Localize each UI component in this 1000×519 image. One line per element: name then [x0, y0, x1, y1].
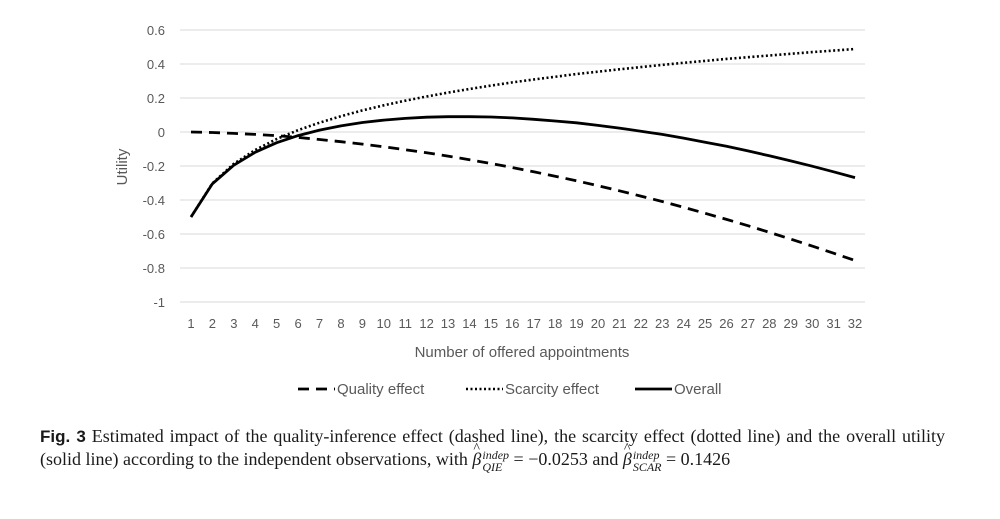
y-tick-label: 0.6: [147, 23, 165, 38]
chart-container: 0.6 0.4 0.2 0 -0.2 -0.4 -0.6 -0.8 -1 1 2 3 4 5 6 7 8 9 10…: [114, 23, 865, 398]
x-axis-label: Number of offered appointments: [415, 344, 630, 361]
series-lines: [189, 47, 856, 262]
y-tick-label: 0: [158, 125, 165, 140]
x-tick-label: 19: [569, 316, 583, 331]
y-tick-label: -0.4: [143, 193, 165, 208]
beta-scar-symbol: β: [623, 438, 632, 470]
beta-scar-subscript: SCAR: [632, 459, 662, 474]
beta-qie-superscript: indep: [482, 447, 510, 462]
x-tick-label: 23: [655, 316, 669, 331]
beta-scar-value: = 0.1426: [661, 449, 731, 469]
y-tick-label: -1: [153, 295, 165, 310]
series-line-scarcity-effect: [189, 47, 856, 218]
x-tick-label: 27: [741, 316, 755, 331]
beta-qie-symbol: β: [472, 438, 481, 470]
line-chart: 0.60.40.20-0.2-0.4-0.6-0.8-1 1 2 3 4 5 6 7 8 9 10…: [114, 23, 865, 398]
gridlines: [180, 29, 865, 303]
x-tick-label: 1: [187, 316, 194, 331]
figure-label: Fig. 3: [40, 427, 86, 446]
x-tick-label: 5: [273, 316, 280, 331]
x-tick-label: 10: [377, 316, 391, 331]
x-tick-labels: 1 2 3 4 5 6 7 8 9 10 11 12 13 14 15 16 17 18 19 20 21 22 23 24 2…: [187, 316, 862, 331]
x-tick-label: 24: [676, 316, 690, 331]
y-tick-label: 0.4: [147, 57, 165, 72]
x-tick-label: 4: [252, 316, 259, 331]
x-tick-label: 30: [805, 316, 819, 331]
x-tick-label: 2: [209, 316, 216, 331]
y-axis-label: Utility: [114, 148, 131, 185]
x-tick-label: 25: [698, 316, 712, 331]
legend: Quality effect Scarcity effect Overall: [298, 381, 722, 398]
x-tick-label: 6: [294, 316, 301, 331]
caption-text: Estimated impact of the quality-inferenc…: [40, 426, 945, 469]
x-tick-label: 11: [398, 316, 412, 331]
legend-label: Overall: [674, 381, 722, 398]
legend-label: Scarcity effect: [505, 381, 600, 398]
x-tick-label: 13: [441, 316, 455, 331]
x-tick-label: 12: [419, 316, 433, 331]
y-tick-label: -0.6: [143, 227, 165, 242]
x-tick-label: 17: [526, 316, 540, 331]
y-tick-label: -0.8: [143, 261, 165, 276]
x-tick-label: 29: [784, 316, 798, 331]
y-tick-label: 0.2: [147, 91, 165, 106]
figure-caption: Fig. 3 Estimated impact of the quality-i…: [40, 425, 945, 473]
x-tick-label: 28: [762, 316, 776, 331]
x-tick-label: 20: [591, 316, 605, 331]
x-tick-label: 14: [462, 316, 476, 331]
legend-label: Quality effect: [337, 381, 425, 398]
x-tick-label: 9: [359, 316, 366, 331]
x-tick-label: 7: [316, 316, 323, 331]
beta-scar-superscript: indep: [632, 447, 660, 462]
x-tick-label: 8: [337, 316, 344, 331]
x-tick-label: 21: [612, 316, 626, 331]
x-tick-label: 16: [505, 316, 519, 331]
x-tick-label: 22: [634, 316, 648, 331]
series-line-overall: [189, 115, 856, 218]
x-tick-label: 32: [848, 316, 862, 331]
x-tick-label: 26: [719, 316, 733, 331]
y-tick-label: -0.2: [143, 159, 165, 174]
y-tick-labels: 0.6 0.4 0.2 0 -0.2 -0.4 -0.6 -0.8 -1: [143, 23, 165, 310]
series-line-quality-effect: [190, 130, 856, 262]
x-tick-label: 3: [230, 316, 237, 331]
beta-qie-value: = −0.0253 and: [509, 449, 623, 469]
beta-qie-subscript: QIE: [482, 459, 503, 474]
x-tick-label: 18: [548, 316, 562, 331]
x-tick-label: 31: [826, 316, 840, 331]
x-tick-label: 15: [484, 316, 498, 331]
